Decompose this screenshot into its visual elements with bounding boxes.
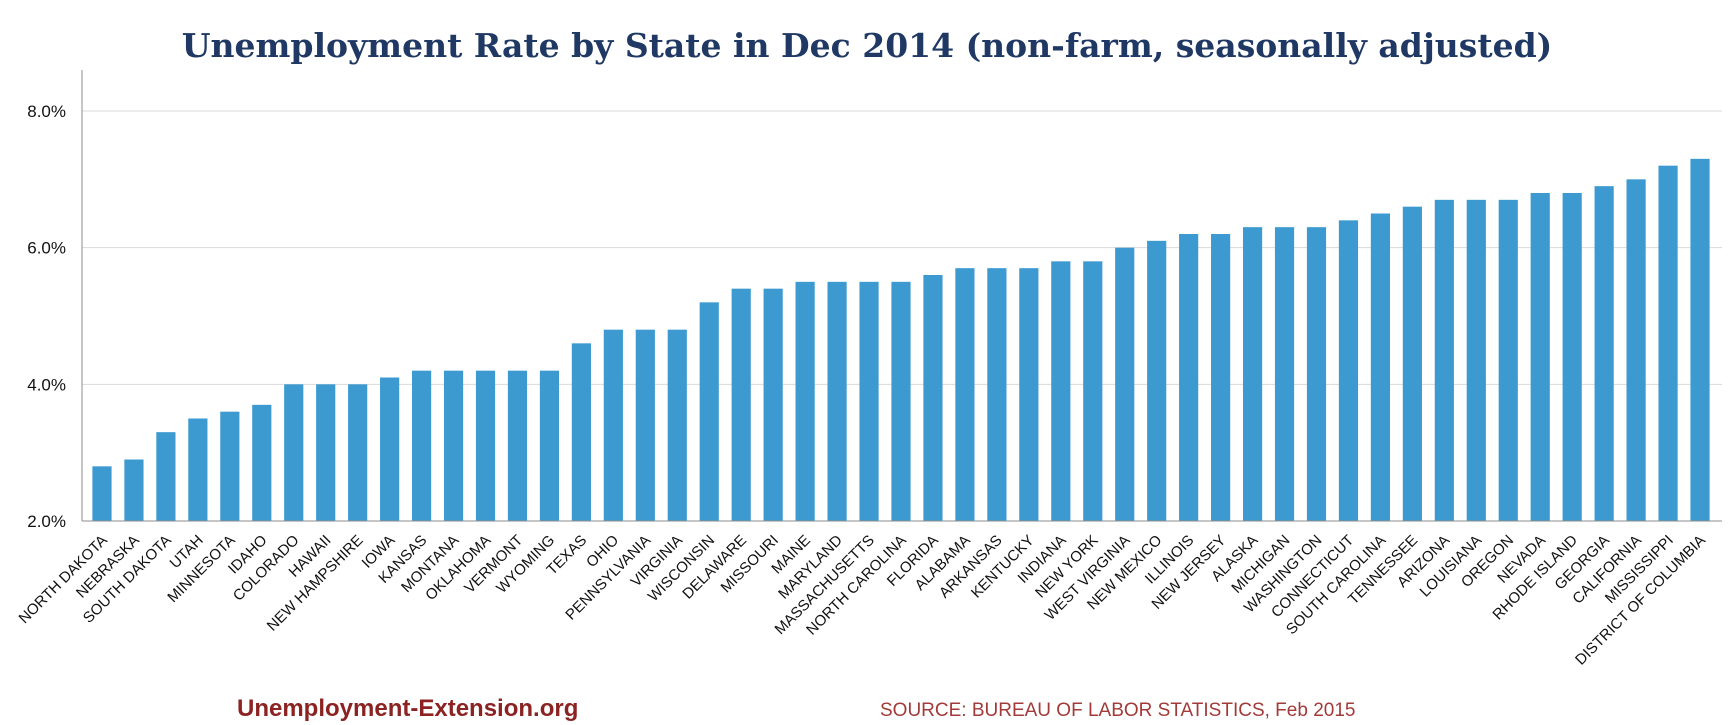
bar [1179, 234, 1199, 521]
bar [188, 418, 208, 521]
bar [1019, 268, 1039, 521]
bar [1274, 227, 1295, 521]
bar [603, 329, 623, 521]
bar [891, 281, 911, 521]
bar [1498, 199, 1518, 522]
bar [987, 268, 1007, 521]
bar [795, 281, 815, 521]
bar [316, 384, 336, 521]
y-tick-label: 2.0% [27, 512, 66, 531]
bar [539, 370, 560, 521]
bar [1434, 199, 1454, 522]
bar [731, 288, 751, 521]
bar [1147, 240, 1167, 522]
bar [412, 370, 432, 521]
bar [220, 411, 240, 521]
bar [1402, 206, 1422, 521]
y-tick-label: 8.0% [27, 102, 66, 121]
bar [507, 370, 528, 521]
chart-title: Unemployment Rate by State in Dec 2014 (… [182, 26, 1553, 65]
bar [635, 329, 655, 521]
bar [92, 466, 112, 521]
bar [380, 377, 400, 521]
bar [699, 302, 719, 521]
bar [252, 404, 272, 521]
bar [1211, 234, 1231, 521]
bar [1370, 213, 1390, 521]
bar [1242, 227, 1263, 521]
y-tick-label: 6.0% [27, 239, 66, 258]
bar [923, 275, 943, 521]
bar [1115, 247, 1135, 521]
bar [1338, 220, 1359, 522]
bar [475, 370, 496, 521]
bar [124, 459, 144, 521]
y-tick-label: 4.0% [27, 375, 66, 394]
bar [1051, 261, 1071, 521]
bar [763, 288, 783, 521]
bar [443, 370, 464, 521]
bar [1594, 186, 1614, 521]
footer-site-name: Unemployment-Extension.org [237, 695, 578, 722]
bar [1306, 227, 1327, 521]
bars [92, 158, 1710, 522]
footer-source: SOURCE: BUREAU OF LABOR STATISTICS, Feb … [880, 700, 1355, 721]
bar [1658, 165, 1678, 521]
bar [1083, 261, 1103, 521]
bar [1690, 158, 1710, 522]
y-axis-ticks: 2.0% 4.0% 6.0% 8.0% [27, 102, 66, 531]
bar [284, 384, 304, 521]
bar [1466, 199, 1486, 522]
bar [1562, 193, 1582, 521]
bar [667, 329, 687, 521]
bar [827, 281, 847, 521]
bar [348, 384, 368, 521]
bar [859, 281, 879, 521]
bar [156, 432, 176, 521]
bar [955, 268, 975, 521]
bar [1530, 193, 1550, 521]
bar [571, 343, 591, 521]
bar [1626, 179, 1646, 522]
